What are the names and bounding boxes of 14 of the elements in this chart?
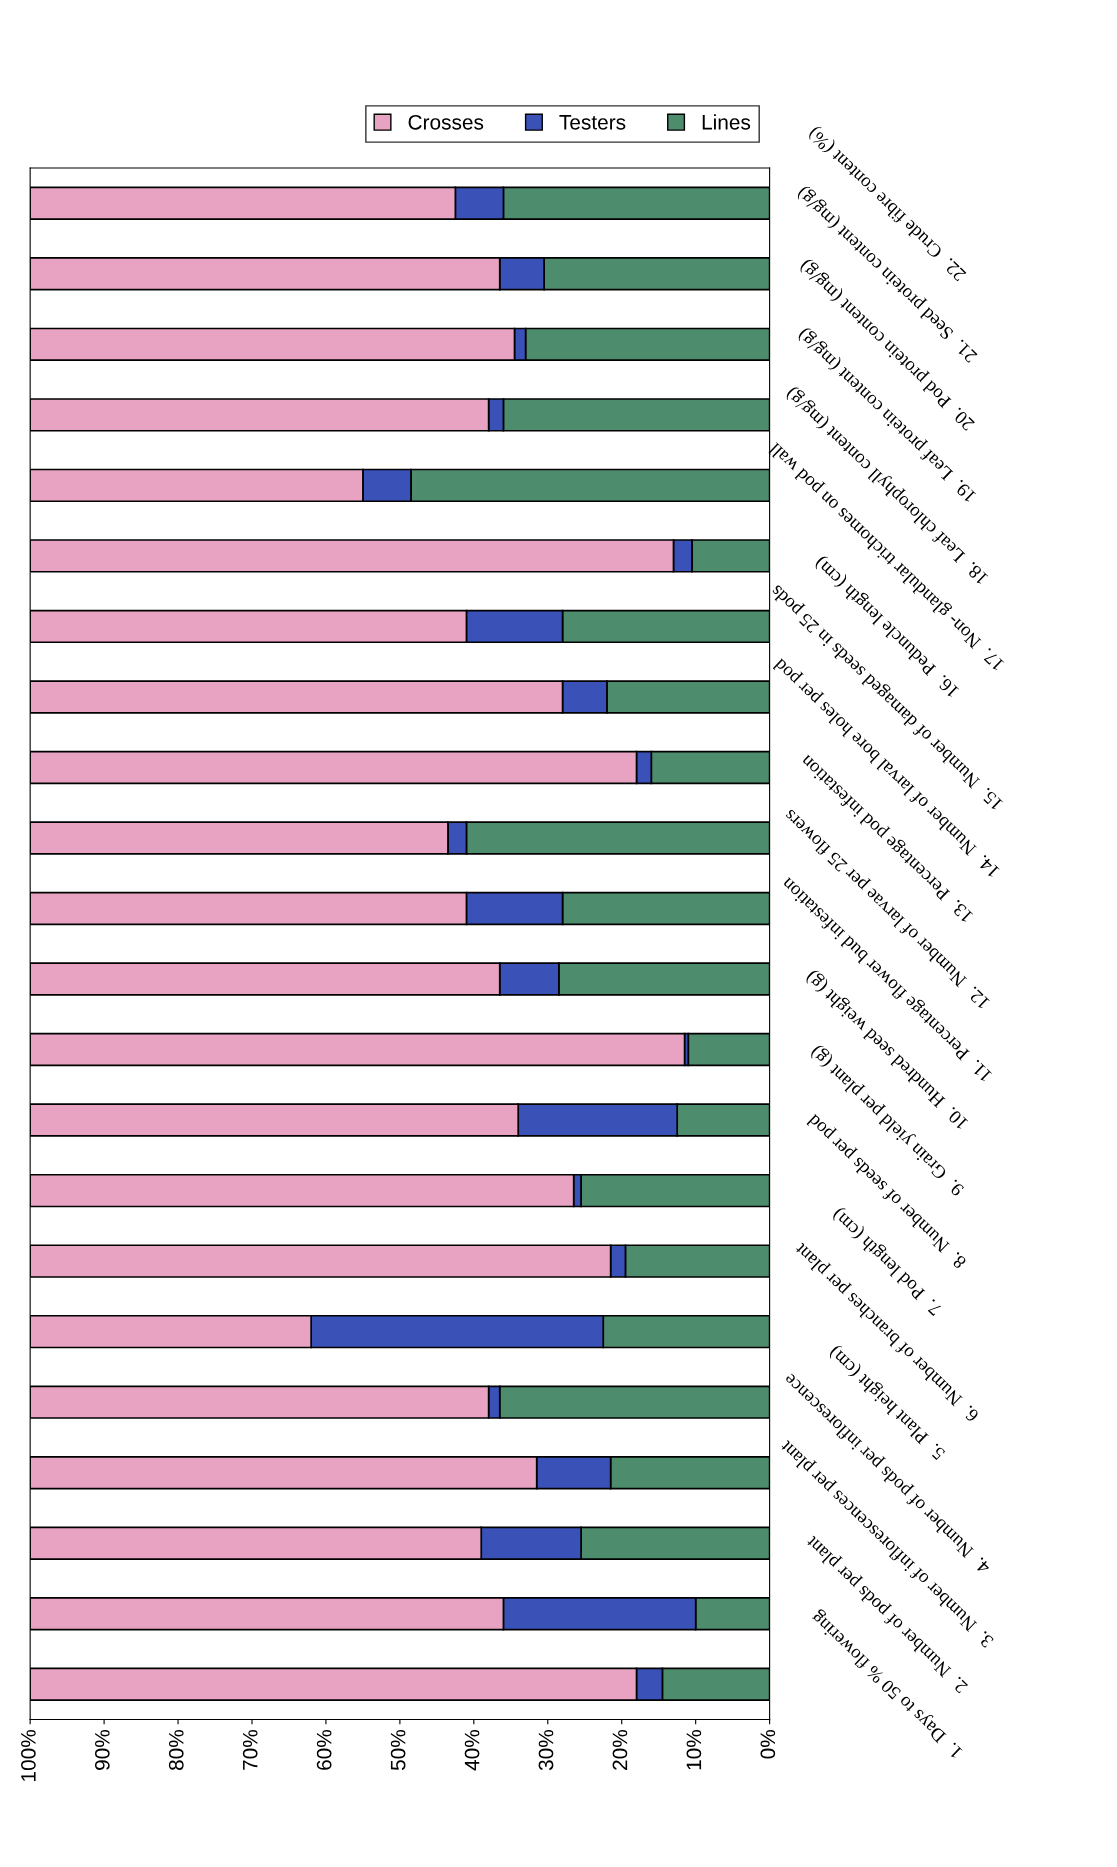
x-tick-label: 90% [94,1729,110,1770]
x-tick-label: 0% [760,1729,776,1759]
legend-label: Lines [702,114,751,130]
x-tick-label: 40% [464,1729,480,1771]
x-tick-label: 80% [168,1729,184,1771]
legend-label: Testers [559,115,626,130]
x-tick-label: 20% [612,1729,628,1770]
legend-label: Crosses [408,114,484,130]
x-tick-label: 60% [316,1729,332,1770]
x-tick-label: 50% [390,1729,406,1771]
x-tick-label: 30% [538,1729,554,1771]
x-tick-label: 100% [21,1729,36,1781]
x-tick-label: 70% [242,1729,258,1770]
x-tick-label: 10% [686,1729,702,1770]
